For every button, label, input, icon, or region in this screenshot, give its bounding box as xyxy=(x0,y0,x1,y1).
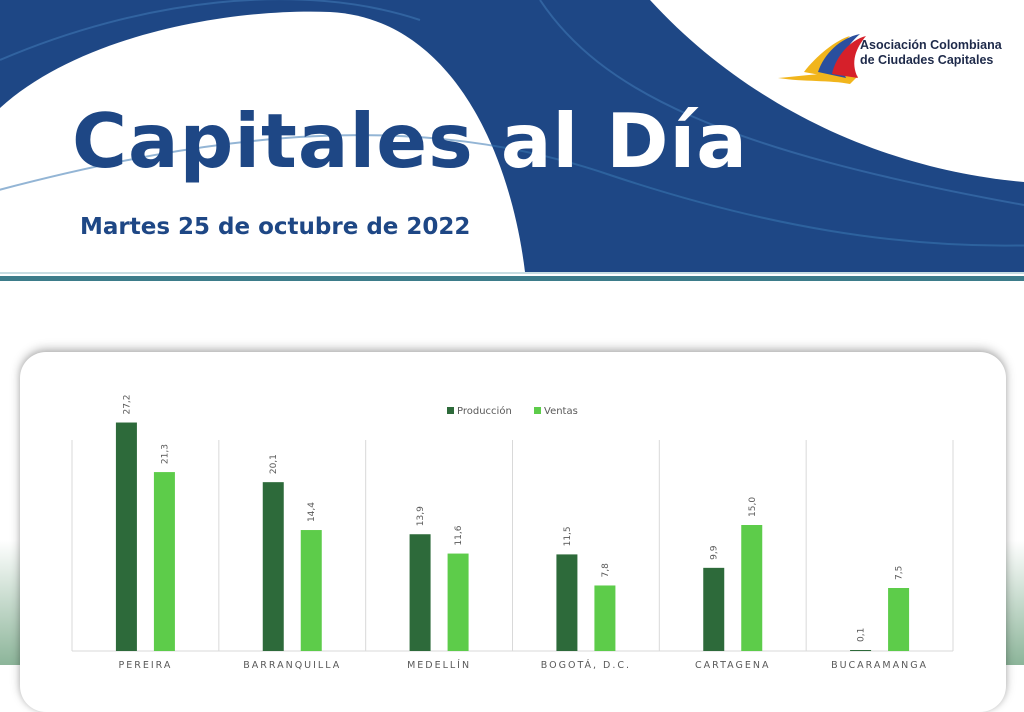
title-part-2: al Día xyxy=(500,97,748,185)
category-label: MEDELLÍN xyxy=(407,659,471,671)
header-white-curve-right xyxy=(650,0,1024,182)
bar-ventas xyxy=(888,588,910,651)
header-wave-line-1 xyxy=(0,134,1024,247)
legend-label-produccion: Producción xyxy=(457,405,512,417)
bar-ventas xyxy=(594,585,616,651)
chart-card: Producción Ventas 27,2 21,3 PEREIRA 20,1 14,4 B… xyxy=(20,352,1006,712)
bar-ventas xyxy=(300,530,322,651)
bar-ventas xyxy=(153,472,175,651)
category-label: BUCARAMANGA xyxy=(831,660,928,671)
data-label-ventas: 15,0 xyxy=(748,497,758,517)
header-rule xyxy=(0,276,1024,281)
data-label-produccion: 27,2 xyxy=(122,394,132,414)
association-logo: Asociación Colombiana de Ciudades Capita… xyxy=(776,28,1016,88)
legend-label-ventas: Ventas xyxy=(544,406,578,417)
category-label: PEREIRA xyxy=(118,660,172,671)
bar-produccion xyxy=(556,554,578,651)
data-label-ventas: 11,6 xyxy=(454,525,464,545)
header-wave-line-3 xyxy=(539,0,1024,206)
bar-produccion xyxy=(850,650,872,651)
bar-produccion xyxy=(703,567,725,651)
data-label-produccion: 13,9 xyxy=(416,506,426,526)
data-label-ventas: 7,5 xyxy=(895,566,905,580)
legend-swatch-produccion xyxy=(447,407,454,414)
logo-line-2: de Ciudades Capitales xyxy=(860,53,994,67)
data-label-ventas: 14,4 xyxy=(307,502,317,522)
header-rule-light xyxy=(0,272,1024,274)
data-label-produccion: 9,9 xyxy=(710,545,720,560)
title-part-1: Capitales xyxy=(72,97,474,185)
data-label-produccion: 20,1 xyxy=(269,454,279,474)
data-label-ventas: 7,8 xyxy=(601,563,611,578)
header-wave-line-2 xyxy=(0,0,421,61)
data-label-ventas: 21,3 xyxy=(160,444,170,464)
category-label: BOGOTÁ, D.C. xyxy=(541,659,631,671)
bar-produccion xyxy=(115,422,137,651)
bar-ventas xyxy=(741,525,763,651)
header-white-curve-left xyxy=(0,11,525,272)
logo-text: Asociación Colombiana de Ciudades Capita… xyxy=(860,38,1002,68)
category-label: CARTAGENA xyxy=(695,660,770,671)
publication-date: Martes 25 de octubre de 2022 xyxy=(80,214,471,240)
data-label-produccion: 11,5 xyxy=(563,526,573,546)
bar-chart: Producción Ventas 27,2 21,3 PEREIRA 20,1 14,4 B… xyxy=(71,394,954,671)
bar-ventas xyxy=(447,553,469,651)
legend-swatch-ventas xyxy=(534,407,541,414)
bar-produccion xyxy=(262,482,284,651)
category-label: BARRANQUILLA xyxy=(243,660,341,671)
logo-mark-icon xyxy=(778,34,866,84)
logo-line-1: Asociación Colombiana xyxy=(860,38,1002,52)
data-label-produccion: 0,1 xyxy=(857,628,867,642)
bar-produccion xyxy=(409,534,431,651)
page-title: Capitales al Día xyxy=(72,104,748,179)
header-banner: Capitales al Día Martes 25 de octubre de… xyxy=(0,0,1024,285)
